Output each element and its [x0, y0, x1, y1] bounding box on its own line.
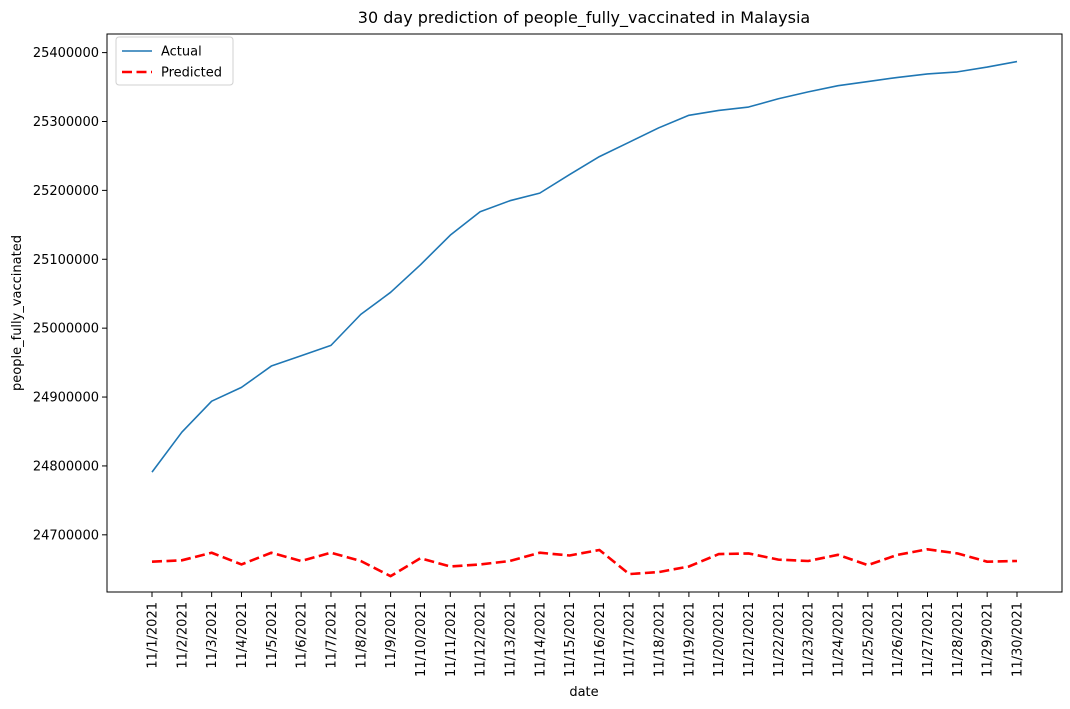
- x-tick-label: 11/10/2021: [414, 602, 429, 677]
- x-tick-label: 11/21/2021: [742, 602, 757, 677]
- x-tick-label: 11/15/2021: [563, 602, 578, 677]
- x-tick-label: 11/11/2021: [444, 602, 459, 677]
- series-line-actual: [151, 60, 1018, 473]
- y-tick-label: 24800000: [33, 459, 99, 474]
- x-axis: 11/1/2021 11/2/2021 11/3/2021 11/4/2021 11/5…: [146, 592, 1026, 677]
- y-tick-label: 24900000: [33, 391, 99, 406]
- x-tick-label: 11/6/2021: [295, 602, 310, 669]
- series-line-predicted: [151, 547, 1018, 578]
- x-tick-label: 11/24/2021: [832, 602, 847, 677]
- legend-label-actual: Actual: [161, 45, 202, 60]
- x-tick-label: 11/29/2021: [981, 602, 996, 677]
- x-tick-label: 11/14/2021: [533, 602, 548, 677]
- x-tick-label: 11/26/2021: [891, 602, 906, 677]
- x-tick-label: 11/7/2021: [324, 602, 339, 669]
- x-tick-label: 11/16/2021: [593, 602, 608, 677]
- chart-title: 30 day prediction of people_fully_vaccin…: [358, 8, 810, 28]
- x-tick-label: 11/23/2021: [802, 602, 817, 677]
- x-tick-label: 11/17/2021: [623, 602, 638, 677]
- y-axis: 24700000 24800000 24900000 25000000 25100000…: [33, 46, 107, 543]
- y-tick-label: 25000000: [33, 322, 99, 337]
- x-tick-label: 11/5/2021: [265, 602, 280, 669]
- x-tick-label: 11/22/2021: [772, 602, 787, 677]
- x-tick-label: 11/13/2021: [503, 602, 518, 677]
- x-tick-label: 11/20/2021: [712, 602, 727, 677]
- x-tick-label: 11/18/2021: [653, 602, 668, 677]
- x-tick-label: 11/8/2021: [354, 602, 369, 669]
- x-tick-label: 11/9/2021: [384, 602, 399, 669]
- x-tick-label: 11/30/2021: [1011, 602, 1026, 677]
- x-tick-label: 11/27/2021: [921, 602, 936, 677]
- x-tick-label: 11/1/2021: [146, 602, 161, 669]
- y-tick-label: 25200000: [33, 184, 99, 199]
- y-tick-label: 25400000: [33, 46, 99, 61]
- x-axis-title: date: [569, 685, 598, 700]
- y-tick-label: 24700000: [33, 528, 99, 543]
- x-tick-label: 11/19/2021: [682, 602, 697, 677]
- x-tick-label: 11/25/2021: [861, 602, 876, 677]
- series-layer: [151, 60, 1018, 578]
- legend-label-predicted: Predicted: [161, 66, 222, 81]
- x-tick-label: 11/12/2021: [474, 602, 489, 677]
- y-tick-label: 25300000: [33, 115, 99, 130]
- x-tick-label: 11/28/2021: [951, 602, 966, 677]
- x-tick-label: 11/3/2021: [205, 602, 220, 669]
- y-axis-title: people_fully_vaccinated: [10, 235, 25, 391]
- y-tick-label: 25100000: [33, 253, 99, 268]
- x-tick-label: 11/2/2021: [175, 602, 190, 669]
- x-tick-label: 11/4/2021: [235, 602, 250, 669]
- legend: Actual Predicted: [115, 36, 234, 86]
- plot-area-frame: [106, 33, 1063, 593]
